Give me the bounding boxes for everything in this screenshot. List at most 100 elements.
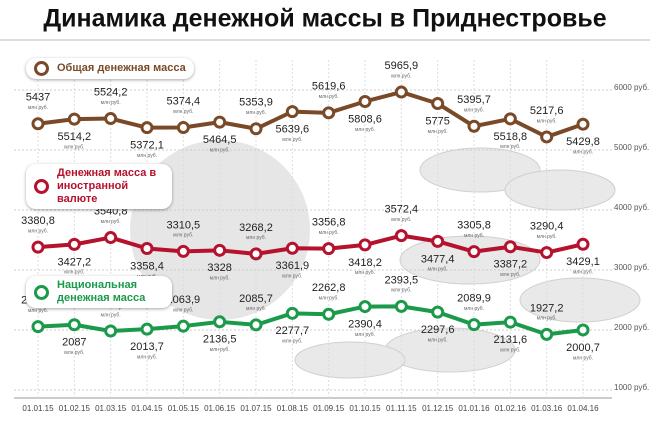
- unit-label: млн руб.: [537, 234, 557, 240]
- x-tick-label: 01.06.15: [204, 404, 236, 413]
- y-tick-label: 2000 руб.: [614, 323, 649, 332]
- value-label: 2297,6: [421, 324, 455, 336]
- value-label: 2131,6: [494, 334, 528, 346]
- point: [104, 231, 118, 245]
- x-tick-label: 01.10.15: [349, 404, 381, 413]
- value-label: 5639,6: [276, 124, 310, 136]
- point: [394, 85, 408, 99]
- unit-label: млн руб.: [537, 118, 557, 124]
- value-label: 3361,9: [276, 260, 310, 272]
- unit-label: млн руб.: [28, 228, 48, 234]
- unit-label: млн руб.: [464, 108, 484, 114]
- unit-label: млн руб.: [464, 306, 484, 312]
- point: [394, 299, 408, 313]
- unit-label: млн руб.: [391, 73, 411, 79]
- point: [358, 238, 372, 252]
- value-label: 2087: [62, 337, 86, 349]
- unit-label: млн руб.: [573, 270, 593, 276]
- unit-label: млн руб.: [500, 144, 520, 150]
- legend-label: Национальная денежная масса: [57, 279, 146, 304]
- unit-label: млн руб.: [246, 306, 266, 312]
- y-tick-label: 4000 руб.: [614, 203, 649, 212]
- value-label: 2136,5: [203, 334, 237, 346]
- value-label: 2085,7: [239, 293, 273, 305]
- legend-marker: [34, 61, 49, 76]
- y-tick-label: 6000 руб.: [614, 83, 649, 92]
- unit-label: млн руб.: [319, 230, 339, 236]
- value-label: 3572,4: [385, 204, 419, 216]
- point: [285, 306, 299, 320]
- unit-label: млн руб.: [246, 110, 266, 116]
- value-label: 3268,2: [239, 222, 273, 234]
- value-label: 5524,2: [94, 86, 128, 98]
- point: [467, 318, 481, 332]
- unit-label: млн руб.: [101, 219, 121, 225]
- value-label: 2262,8: [312, 282, 346, 294]
- x-tick-label: 01.03.16: [531, 404, 563, 413]
- value-label: 5518,8: [494, 131, 528, 143]
- point: [213, 243, 227, 257]
- value-label: 2277,7: [276, 325, 310, 337]
- value-label: 5353,9: [239, 97, 273, 109]
- unit-label: млн руб.: [391, 288, 411, 294]
- x-tick-label: 01.02.15: [59, 404, 91, 413]
- legend-marker: [34, 284, 49, 300]
- legend-label: Общая денежная масса: [57, 62, 186, 74]
- point: [467, 119, 481, 133]
- unit-label: млн руб.: [173, 233, 193, 239]
- legend-item: Общая денежная масса: [26, 58, 194, 79]
- value-label: 5619,6: [312, 81, 346, 93]
- x-tick-label: 01.04.15: [131, 404, 163, 413]
- x-tick-label: 01.07.15: [240, 404, 272, 413]
- value-label: 5372,1: [130, 140, 164, 152]
- value-label: 5437: [26, 92, 50, 104]
- legend-item: Денежная масса в иностранной валюте: [26, 164, 172, 209]
- point: [576, 237, 590, 251]
- unit-label: млн руб.: [428, 267, 448, 273]
- unit-label: млн руб.: [319, 296, 339, 302]
- point: [540, 246, 554, 260]
- value-label: 5217,6: [530, 105, 564, 117]
- point: [249, 247, 263, 261]
- y-tick-label: 5000 руб.: [614, 143, 649, 152]
- point: [394, 229, 408, 243]
- point: [104, 324, 118, 338]
- point: [140, 121, 154, 135]
- point: [140, 241, 154, 255]
- x-tick-label: 01.01.15: [22, 404, 54, 413]
- value-label: 5464,5: [203, 134, 237, 146]
- unit-label: млн руб.: [428, 129, 448, 135]
- legend-item: Национальная денежная масса: [26, 276, 172, 308]
- point: [503, 240, 517, 254]
- value-label: 3328: [207, 262, 231, 274]
- x-tick-label: 01.04.16: [567, 404, 599, 413]
- value-label: 3310,5: [167, 219, 201, 231]
- point: [431, 305, 445, 319]
- value-label: 1927,2: [530, 302, 564, 314]
- x-tick-label: 01.05.15: [168, 404, 200, 413]
- series-line: [37, 233, 584, 256]
- point: [322, 242, 336, 256]
- value-label: 2063,9: [167, 294, 201, 306]
- unit-label: млн руб.: [355, 332, 375, 338]
- value-label: 5374,4: [167, 95, 201, 107]
- value-label: 3387,2: [494, 259, 528, 271]
- y-tick-label: 1000 руб.: [614, 383, 649, 392]
- point: [285, 105, 299, 119]
- legend-label: Денежная масса в иностранной валюте: [57, 167, 157, 205]
- series-line: [37, 304, 584, 337]
- x-tick-label: 01.01.16: [458, 404, 490, 413]
- unit-label: млн руб.: [28, 308, 48, 314]
- value-label: 3358,4: [130, 260, 164, 272]
- unit-label: млн руб.: [500, 272, 520, 278]
- point: [213, 115, 227, 129]
- value-label: 2000,7: [566, 342, 600, 354]
- unit-label: млн руб.: [355, 270, 375, 276]
- point: [540, 327, 554, 341]
- point: [431, 97, 445, 110]
- unit-label: млн руб.: [246, 235, 266, 241]
- point: [576, 117, 590, 131]
- value-label: 2089,9: [457, 293, 491, 305]
- unit-label: млн руб.: [282, 274, 302, 280]
